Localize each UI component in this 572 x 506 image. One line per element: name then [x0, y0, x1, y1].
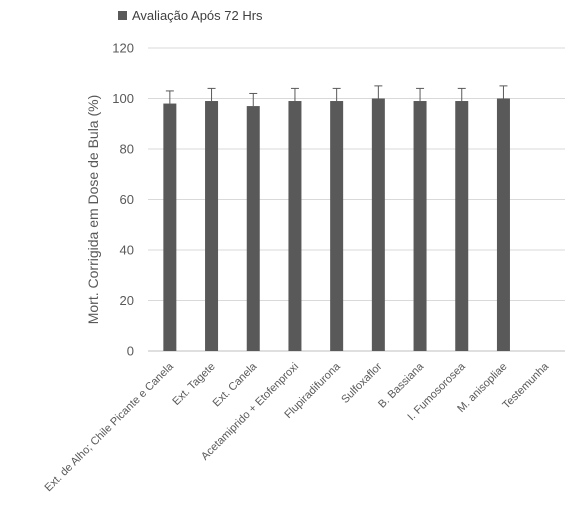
bar: [163, 103, 177, 351]
y-tick-label: 120: [112, 41, 134, 56]
y-tick-label: 80: [120, 142, 134, 157]
y-axis-ticks: 0 20 40 60 80 100 120: [112, 41, 134, 359]
bar: [288, 101, 302, 352]
bar: [455, 101, 469, 352]
legend-label: Avaliação Após 72 Hrs: [132, 8, 263, 23]
bar: [496, 98, 510, 351]
bar: [371, 98, 385, 351]
y-tick-label: 60: [120, 192, 134, 207]
bars: [163, 98, 510, 352]
y-tick-label: 20: [120, 293, 134, 308]
x-category-label: Ext. de Alho; Chile Picante e Canela: [43, 360, 177, 494]
bar: [246, 106, 260, 351]
legend-swatch: [118, 11, 127, 20]
bar: [205, 101, 219, 352]
bar: [330, 101, 344, 352]
y-tick-label: 100: [112, 91, 134, 106]
x-axis-categories: Ext. de Alho; Chile Picante e CanelaExt.…: [43, 360, 552, 494]
legend: Avaliação Após 72 Hrs: [118, 8, 263, 23]
error-bars: [165, 85, 508, 107]
y-tick-label: 0: [127, 344, 134, 359]
bar: [413, 101, 427, 352]
y-tick-label: 40: [120, 243, 134, 258]
y-axis-label: Mort. Corrigida em Dose de Bula (%): [85, 95, 101, 325]
